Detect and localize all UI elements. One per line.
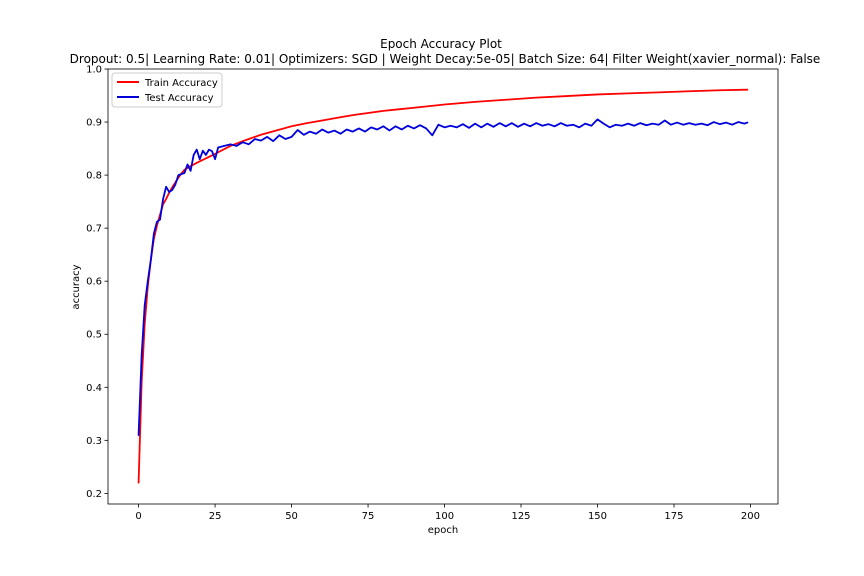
x-tick-label: 75 [362,511,375,522]
legend-label-test: Test Accuracy [144,93,214,104]
y-tick-label: 0.4 [86,383,102,394]
series-layer [137,88,749,484]
legend-frame [111,72,223,108]
legend-label-train: Train Accuracy [144,78,218,89]
x-tick-label: 25 [209,511,222,522]
legend: Train Accuracy Test Accuracy [111,72,223,108]
axes-layer: 0 25 50 75 100 125 150 175 200 0.2 0.3 0.4 0.5 0.6 0.7… [86,65,779,522]
chart-title: Epoch Accuracy Plot [380,37,502,51]
y-tick-label: 0.3 [86,436,102,447]
y-tick-label: 0.5 [86,330,102,341]
y-axis-label: accuracy [71,264,82,309]
x-tick-label: 150 [588,511,607,522]
y-tick-label: 0.7 [86,224,102,235]
x-tick-label: 100 [435,511,454,522]
y-tick-label: 0.9 [86,118,102,129]
x-tick-label: 175 [664,511,683,522]
y-tick-label: 0.8 [86,171,102,182]
series-line-train-accuracy [137,88,749,484]
y-tick-label: 1.0 [86,65,102,76]
x-tick-label: 0 [135,511,141,522]
y-tick-label: 0.6 [86,277,102,288]
series-line-test-accuracy [137,118,749,436]
x-tick-label: 200 [741,511,760,522]
chart-subtitle: Dropout: 0.5| Learning Rate: 0.01| Optim… [70,52,821,66]
x-axis-label: epoch [428,525,458,536]
x-tick-label: 50 [285,511,298,522]
x-tick-label: 125 [511,511,530,522]
y-tick-label: 0.2 [86,489,102,500]
plot-frame [107,68,779,505]
